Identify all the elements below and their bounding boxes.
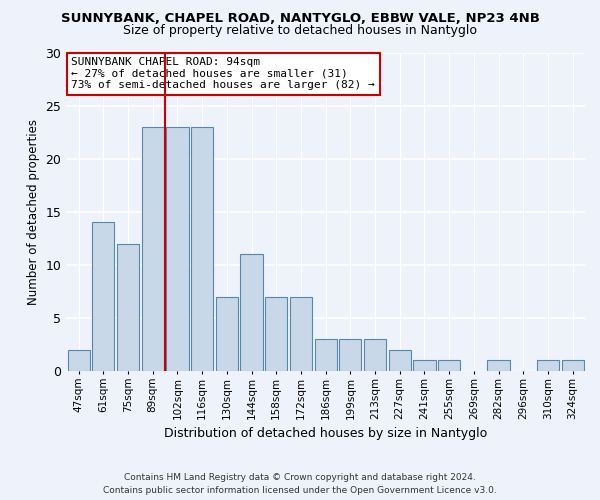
Bar [364, 339, 386, 371]
Bar [216, 296, 238, 371]
Text: Size of property relative to detached houses in Nantyglo: Size of property relative to detached ho… [123, 24, 477, 37]
Bar [265, 296, 287, 371]
X-axis label: Distribution of detached houses by size in Nantyglo: Distribution of detached houses by size … [164, 427, 487, 440]
Bar [413, 360, 436, 371]
Bar [314, 339, 337, 371]
Bar [290, 296, 312, 371]
Y-axis label: Number of detached properties: Number of detached properties [27, 118, 40, 304]
Bar [142, 127, 164, 371]
Bar [68, 350, 90, 371]
Bar [438, 360, 460, 371]
Bar [117, 244, 139, 371]
Bar [166, 127, 188, 371]
Bar [487, 360, 509, 371]
Bar [389, 350, 411, 371]
Bar [537, 360, 559, 371]
Text: SUNNYBANK, CHAPEL ROAD, NANTYGLO, EBBW VALE, NP23 4NB: SUNNYBANK, CHAPEL ROAD, NANTYGLO, EBBW V… [61, 12, 539, 26]
Text: Contains HM Land Registry data © Crown copyright and database right 2024.
Contai: Contains HM Land Registry data © Crown c… [103, 474, 497, 495]
Bar [241, 254, 263, 371]
Text: SUNNYBANK CHAPEL ROAD: 94sqm
← 27% of detached houses are smaller (31)
73% of se: SUNNYBANK CHAPEL ROAD: 94sqm ← 27% of de… [71, 58, 375, 90]
Bar [92, 222, 115, 371]
Bar [339, 339, 361, 371]
Bar [562, 360, 584, 371]
Bar [191, 127, 213, 371]
